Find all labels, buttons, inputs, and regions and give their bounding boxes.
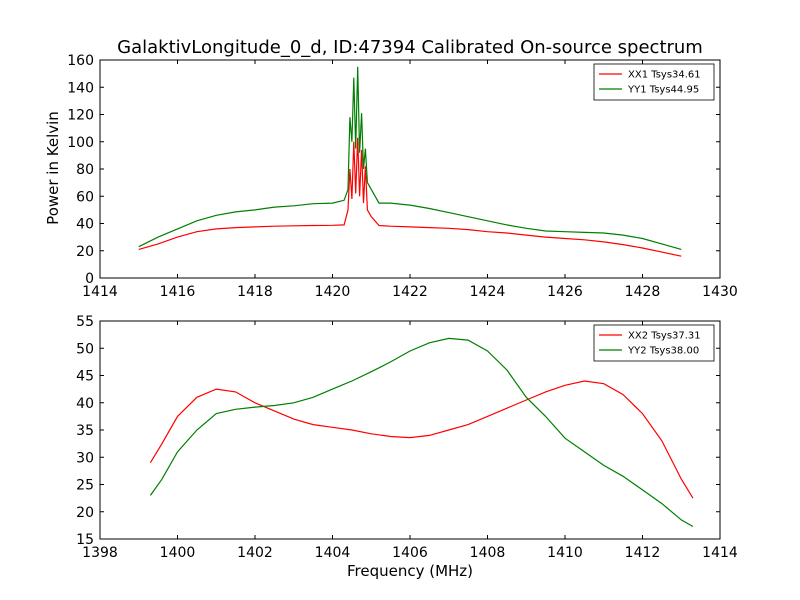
series-line-xx2 bbox=[149, 380, 694, 499]
y-tick-label: 80 bbox=[76, 162, 94, 178]
x-tick-label: 1412 bbox=[625, 545, 661, 561]
y-tick-label: 55 bbox=[76, 314, 94, 330]
legend-label: YY1 Tsys44.95 bbox=[627, 85, 699, 96]
x-tick-label: 1406 bbox=[392, 545, 428, 561]
y-tick-label: 50 bbox=[76, 341, 94, 357]
bottom-panel: 1398 1400 1402 1404 1406 1408 1410 1412 1414 15 20… bbox=[76, 314, 738, 561]
y-axis-label-top: Power in Kelvin bbox=[44, 111, 62, 225]
x-tick-label: 1410 bbox=[547, 545, 583, 561]
legend: XX2 Tsys37.31 YY2 Tsys38.00 bbox=[593, 324, 715, 362]
x-tick-label: 1424 bbox=[470, 284, 506, 300]
y-tick-label: 20 bbox=[76, 505, 94, 521]
x-tick-label: 1400 bbox=[160, 545, 196, 561]
legend-box bbox=[593, 324, 715, 362]
x-axis-label-bottom: Frequency (MHz) bbox=[347, 562, 473, 580]
y-tick-label: 0 bbox=[85, 271, 94, 287]
top-panel: 1414 1416 1418 1420 1422 1424 1426 1428 1430 0 20 4… bbox=[67, 53, 738, 300]
y-tick-label: 160 bbox=[67, 53, 94, 69]
y-tick-label: 45 bbox=[76, 369, 94, 385]
x-tick-label: 1414 bbox=[82, 284, 118, 300]
legend-label: XX1 Tsys34.61 bbox=[628, 70, 701, 81]
x-tick-label: 1404 bbox=[315, 545, 351, 561]
x-tick-label: 1402 bbox=[237, 545, 273, 561]
x-tick-label: 1422 bbox=[392, 284, 428, 300]
series-line-yy2 bbox=[149, 337, 694, 528]
x-tick-label: 1414 bbox=[702, 545, 738, 561]
y-tick-label: 60 bbox=[76, 189, 94, 205]
x-tick-label: 1426 bbox=[547, 284, 583, 300]
legend: XX1 Tsys34.61 YY1 Tsys44.95 bbox=[593, 63, 715, 101]
x-tick-label: 1430 bbox=[702, 284, 738, 300]
y-tick-label: 120 bbox=[67, 108, 94, 124]
y-tick-label: 25 bbox=[76, 478, 94, 494]
x-tick-label: 1408 bbox=[470, 545, 506, 561]
y-tick-label: 100 bbox=[67, 135, 94, 151]
series-line-xx1 bbox=[138, 137, 682, 257]
y-tick-label: 35 bbox=[76, 423, 94, 439]
x-tick-label: 1418 bbox=[237, 284, 273, 300]
x-tick-label: 1416 bbox=[160, 284, 196, 300]
series-line-yy1 bbox=[138, 66, 682, 250]
x-tick-label: 1420 bbox=[315, 284, 351, 300]
y-tick-label: 40 bbox=[76, 217, 94, 233]
legend-box bbox=[593, 63, 715, 101]
legend-label: YY2 Tsys38.00 bbox=[627, 346, 699, 357]
legend-label: XX2 Tsys37.31 bbox=[628, 331, 701, 342]
y-tick-label: 15 bbox=[76, 532, 94, 548]
y-tick-label: 30 bbox=[76, 450, 94, 466]
figure-title: GalaktivLongitude_0_d, ID:47394 Calibrat… bbox=[117, 37, 703, 58]
x-tick-label: 1398 bbox=[82, 545, 118, 561]
y-tick-label: 20 bbox=[76, 244, 94, 260]
y-tick-label: 40 bbox=[76, 396, 94, 412]
x-tick-label: 1428 bbox=[625, 284, 661, 300]
y-tick-label: 140 bbox=[67, 80, 94, 96]
